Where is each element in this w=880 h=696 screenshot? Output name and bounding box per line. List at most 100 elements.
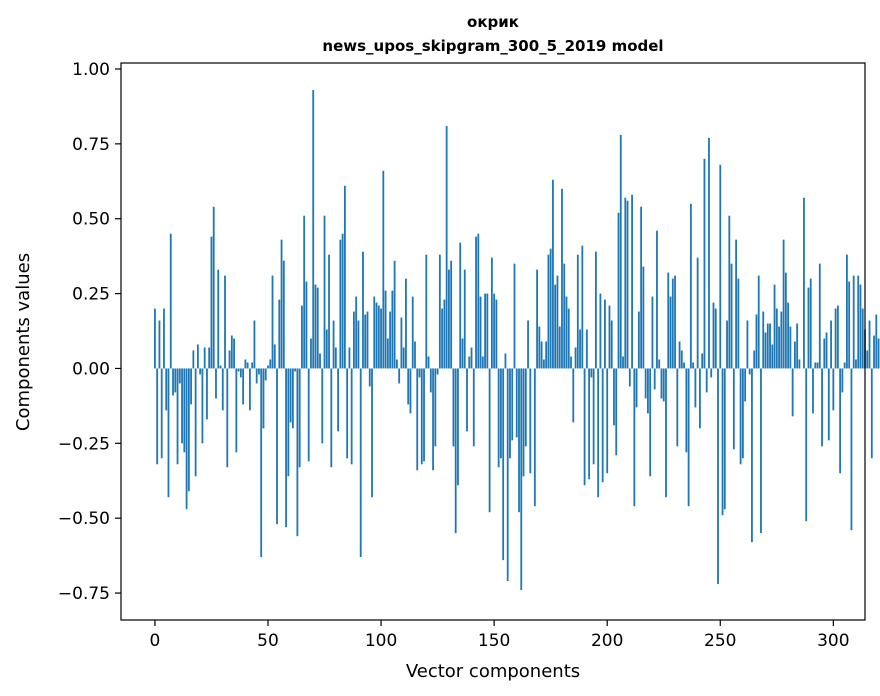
bar-186 xyxy=(574,347,577,369)
bar-291 xyxy=(812,368,814,414)
bar-294 xyxy=(818,263,821,369)
bar-173 xyxy=(545,341,548,369)
bar-72 xyxy=(316,287,319,369)
bar-51 xyxy=(269,359,272,369)
bar-237 xyxy=(689,203,692,369)
bar-38 xyxy=(239,368,242,378)
bar-199 xyxy=(604,299,606,369)
bar-194 xyxy=(592,368,595,465)
bar-64 xyxy=(298,368,301,468)
bar-61 xyxy=(291,368,294,429)
bar-208 xyxy=(624,197,627,369)
bar-89 xyxy=(355,296,358,369)
bar-273 xyxy=(771,344,774,369)
bar-246 xyxy=(710,368,713,378)
bar-146 xyxy=(484,293,486,369)
bar-188 xyxy=(579,329,581,369)
bar-319 xyxy=(875,314,878,369)
bar-133 xyxy=(454,368,457,534)
bar-107 xyxy=(395,359,398,369)
bar-151 xyxy=(495,299,498,369)
bar-283 xyxy=(793,341,796,369)
bars-group xyxy=(154,89,880,591)
bar-68 xyxy=(307,368,310,462)
bar-247 xyxy=(712,302,715,369)
bar-37 xyxy=(237,368,240,372)
bar-32 xyxy=(226,368,229,468)
bar-269 xyxy=(762,311,765,369)
bar-218 xyxy=(647,368,649,414)
bar-256 xyxy=(732,368,735,450)
bar-224 xyxy=(660,368,663,399)
bar-114 xyxy=(411,296,414,369)
bar-77 xyxy=(328,254,330,369)
bar-18 xyxy=(194,368,197,477)
bar-55 xyxy=(278,299,281,369)
bar-292 xyxy=(814,362,817,369)
bar-97 xyxy=(373,296,376,369)
bar-8 xyxy=(172,368,174,396)
bar-6 xyxy=(167,368,170,498)
bar-118 xyxy=(420,368,423,465)
bar-187 xyxy=(576,254,579,369)
bar-27 xyxy=(215,368,217,399)
bar-53 xyxy=(273,344,276,369)
bar-238 xyxy=(692,362,695,369)
bar-119 xyxy=(423,368,425,462)
bar-48 xyxy=(262,368,265,429)
bar-94 xyxy=(366,311,369,369)
bar-15 xyxy=(187,368,190,492)
bar-54 xyxy=(276,368,278,525)
bar-160 xyxy=(515,368,518,438)
bar-5 xyxy=(165,368,168,411)
bar-82 xyxy=(339,239,342,369)
bar-1 xyxy=(156,368,159,465)
bar-33 xyxy=(228,350,231,369)
bar-9 xyxy=(174,368,177,393)
bar-57 xyxy=(282,260,285,369)
bar-255 xyxy=(730,263,733,369)
bar-110 xyxy=(402,347,405,369)
bar-46 xyxy=(258,368,260,375)
bar-73 xyxy=(319,353,321,369)
bar-69 xyxy=(310,338,312,369)
bar-267 xyxy=(757,275,760,369)
bar-65 xyxy=(301,305,303,369)
bar-192 xyxy=(588,368,591,480)
bar-71 xyxy=(314,284,317,369)
bar-211 xyxy=(631,194,633,369)
bar-252 xyxy=(723,368,726,510)
bar-196 xyxy=(597,368,600,498)
bar-316 xyxy=(868,320,871,369)
bar-233 xyxy=(680,350,683,369)
bar-149 xyxy=(490,257,493,369)
bar-75 xyxy=(323,215,326,369)
bar-262 xyxy=(746,320,749,369)
bar-102 xyxy=(384,290,387,369)
bar-189 xyxy=(581,245,584,369)
bar-52 xyxy=(271,275,274,369)
bar-280 xyxy=(787,302,790,369)
bar-162 xyxy=(520,368,523,591)
bar-234 xyxy=(683,362,685,369)
bar-270 xyxy=(764,332,767,369)
bar-156 xyxy=(506,368,509,582)
bar-236 xyxy=(687,368,690,507)
bar-117 xyxy=(418,368,421,378)
bar-206 xyxy=(619,134,622,369)
bar-56 xyxy=(280,239,283,369)
bar-317 xyxy=(870,368,873,459)
bar-264 xyxy=(751,368,753,543)
bar-222 xyxy=(656,230,658,369)
bar-144 xyxy=(479,296,482,369)
bar-76 xyxy=(325,329,328,369)
bar-242 xyxy=(701,353,704,369)
bar-226 xyxy=(665,368,667,498)
x-tick-label-5: 250 xyxy=(704,631,736,651)
bar-28 xyxy=(217,269,220,369)
bar-14 xyxy=(185,368,188,510)
x-tick-label-2: 100 xyxy=(365,631,397,651)
y-axis-ticks: −0.75 −0.50 −0.25 0.00 0.25 0.50 0.75 1.00 xyxy=(58,60,121,604)
bar-147 xyxy=(486,293,489,369)
